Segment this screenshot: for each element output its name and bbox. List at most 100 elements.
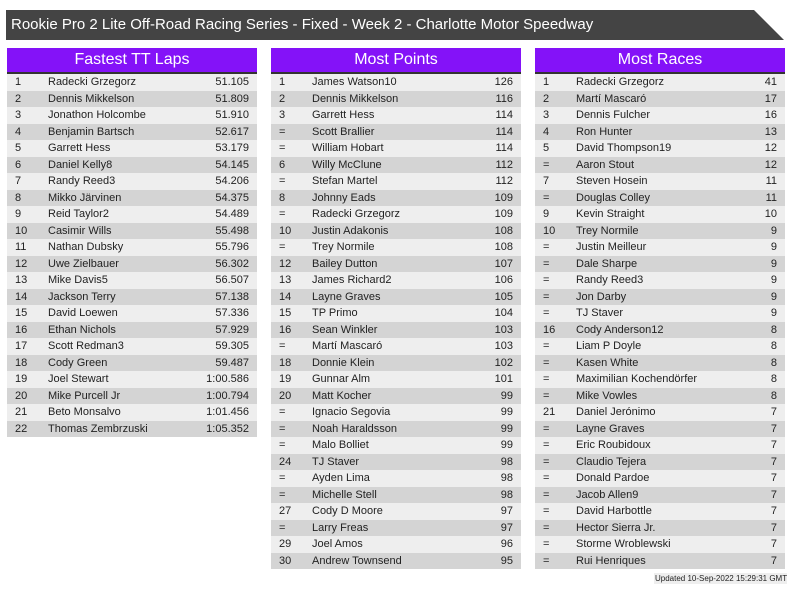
driver-name-cell: Trey Normile xyxy=(312,241,375,253)
value-cell: 54.375 xyxy=(215,191,249,204)
page-title: Rookie Pro 2 Lite Off-Road Racing Series… xyxy=(6,10,784,40)
driver-name-cell: Beto Monsalvo xyxy=(48,406,121,418)
table-row: = Stefan Martel 112 xyxy=(271,173,521,190)
value-cell: 8 xyxy=(770,389,777,402)
table-row: 8 Johnny Eads 109 xyxy=(271,189,521,206)
value-cell: 10 xyxy=(764,208,777,220)
value-cell: 57.138 xyxy=(215,290,249,303)
value-cell: 7 xyxy=(770,422,777,435)
value-cell: 105 xyxy=(494,290,513,303)
value-cell: 17 xyxy=(764,92,777,105)
table-row: = Aaron Stout 12 xyxy=(535,156,785,173)
table-row: 9 Reid Taylor2 54.489 xyxy=(7,206,257,223)
table-row: = Donald Pardoe 7 xyxy=(535,470,785,487)
rank-cell: 2 xyxy=(15,92,22,105)
driver-name-cell: TJ Staver xyxy=(312,455,360,468)
rank-cell: 18 xyxy=(279,356,292,369)
value-cell: 98 xyxy=(500,455,513,468)
rank-cell: = xyxy=(543,290,550,303)
value-cell: 8 xyxy=(770,340,777,352)
driver-name-cell: James Watson10 xyxy=(312,76,397,88)
value-cell: 97 xyxy=(500,505,513,517)
table-row: = Larry Freas 97 xyxy=(271,519,521,536)
driver-name-cell: Radecki Grzegorz xyxy=(576,76,665,88)
rank-cell: = xyxy=(543,422,550,435)
rank-cell: 16 xyxy=(279,323,292,336)
table-row: = Justin Meilleur 9 xyxy=(535,239,785,256)
table-row: = Ayden Lima 98 xyxy=(271,470,521,487)
value-cell: 9 xyxy=(770,241,777,253)
value-cell: 102 xyxy=(494,356,513,369)
table-row: 20 Matt Kocher 99 xyxy=(271,387,521,404)
rank-cell: 12 xyxy=(15,257,28,270)
driver-name-cell: Uwe Zielbauer xyxy=(48,257,119,270)
driver-name-cell: David Harbottle xyxy=(576,505,652,517)
driver-name-cell: Kasen White xyxy=(576,356,639,369)
value-cell: 97 xyxy=(500,521,513,534)
value-cell: 9 xyxy=(770,290,777,303)
rank-cell: = xyxy=(543,307,550,319)
driver-name-cell: Mike Purcell Jr xyxy=(48,389,121,402)
table-row: 19 Gunnar Alm 101 xyxy=(271,371,521,388)
value-cell: 1:05.352 xyxy=(206,422,249,435)
value-cell: 99 xyxy=(500,406,513,418)
table-heading: Most Races xyxy=(535,48,785,74)
value-cell: 112 xyxy=(495,175,513,187)
rank-cell: 9 xyxy=(543,208,550,220)
driver-name-cell: Justin Adakonis xyxy=(312,224,389,237)
value-cell: 116 xyxy=(495,92,513,105)
value-cell: 8 xyxy=(770,356,777,369)
value-cell: 59.487 xyxy=(215,356,249,369)
rank-cell: 22 xyxy=(15,422,28,435)
table-row: 10 Casimir Wills 55.498 xyxy=(7,222,257,239)
rank-cell: 14 xyxy=(15,290,28,303)
value-cell: 9 xyxy=(770,257,777,270)
value-cell: 11 xyxy=(765,191,777,204)
rank-cell: = xyxy=(543,373,550,385)
rank-cell: 15 xyxy=(279,307,292,319)
table-row: = Douglas Colley 11 xyxy=(535,189,785,206)
value-cell: 56.302 xyxy=(215,257,249,270)
rank-cell: 19 xyxy=(15,373,28,385)
driver-name-cell: Scott Brallier xyxy=(312,125,375,138)
table-row: = Ignacio Segovia 99 xyxy=(271,404,521,421)
table-row: = Malo Bolliet 99 xyxy=(271,437,521,454)
value-cell: 1:00.586 xyxy=(206,373,249,385)
rank-cell: 13 xyxy=(279,274,292,286)
rank-cell: 30 xyxy=(279,554,292,567)
rank-cell: = xyxy=(279,439,286,451)
rank-cell: = xyxy=(543,455,550,468)
driver-name-cell: Justin Meilleur xyxy=(576,241,647,253)
value-cell: 54.206 xyxy=(215,175,249,187)
table-row: 12 Bailey Dutton 107 xyxy=(271,255,521,272)
driver-name-cell: Daniel Kelly8 xyxy=(48,158,113,171)
driver-name-cell: Matt Kocher xyxy=(312,389,372,402)
table-row: 13 Mike Davis5 56.507 xyxy=(7,272,257,289)
value-cell: 126 xyxy=(494,76,513,88)
rank-cell: 13 xyxy=(15,274,28,286)
rank-cell: 3 xyxy=(279,109,286,121)
driver-name-cell: Jonathon Holcombe xyxy=(48,109,146,121)
rank-cell: 10 xyxy=(15,224,28,237)
table-row: 1 Radecki Grzegorz 51.105 xyxy=(7,74,257,91)
driver-name-cell: Dennis Mikkelson xyxy=(312,92,399,105)
value-cell: 59.305 xyxy=(215,340,249,352)
table-row: 19 Joel Stewart 1:00.586 xyxy=(7,371,257,388)
driver-name-cell: Bailey Dutton xyxy=(312,257,378,270)
value-cell: 8 xyxy=(770,373,777,385)
rank-cell: 6 xyxy=(15,158,22,171)
rank-cell: 17 xyxy=(15,340,28,352)
table-row: 16 Ethan Nichols 57.929 xyxy=(7,321,257,338)
driver-name-cell: Claudio Tejera xyxy=(576,455,647,468)
rank-cell: = xyxy=(543,340,550,352)
driver-name-cell: Kevin Straight xyxy=(576,208,645,220)
value-cell: 96 xyxy=(500,538,513,550)
value-cell: 107 xyxy=(494,257,513,270)
driver-name-cell: Ron Hunter xyxy=(576,125,633,138)
value-cell: 103 xyxy=(494,340,513,352)
driver-name-cell: Garrett Hess xyxy=(312,109,375,121)
driver-name-cell: Donnie Klein xyxy=(312,356,375,369)
rank-cell: 2 xyxy=(279,92,286,105)
driver-name-cell: Randy Reed3 xyxy=(576,274,644,286)
driver-name-cell: Layne Graves xyxy=(312,290,381,303)
